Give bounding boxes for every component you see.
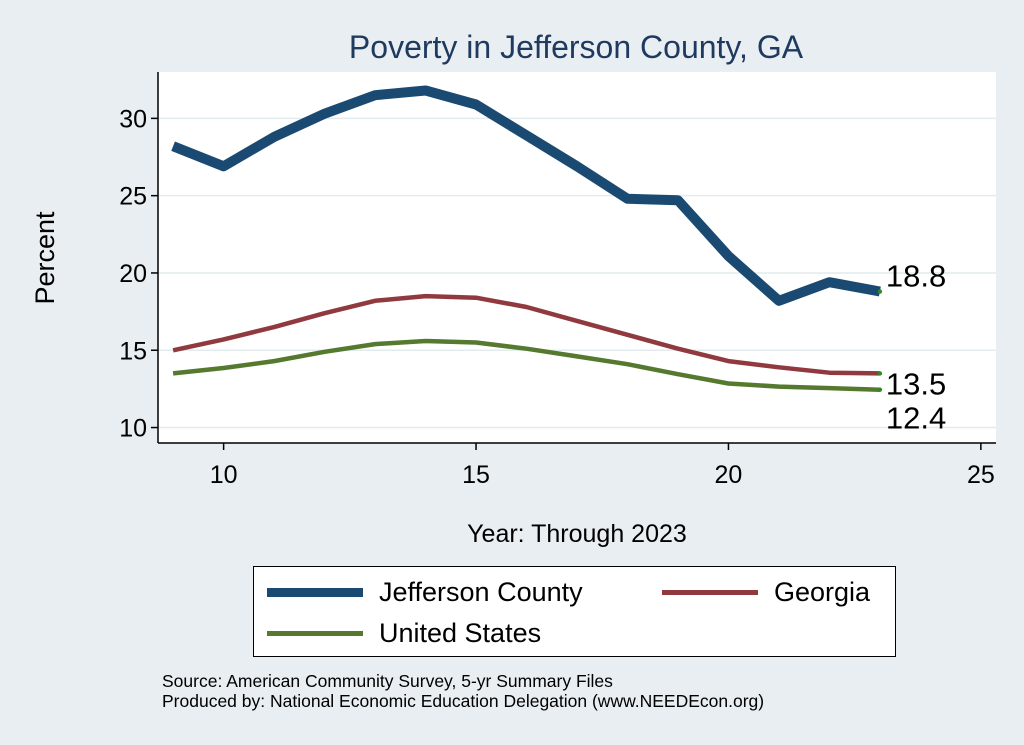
end-labels: 18.8 13.512.4 <box>877 259 946 436</box>
produced-by-text: Produced by: National Economic Education… <box>162 691 765 711</box>
legend-label-georgia: Georgia <box>774 577 871 607</box>
y-tick-label-20: 20 <box>119 260 147 288</box>
legend-swatch-georgia <box>662 590 758 595</box>
end-label-united-states: 12.4 <box>886 401 946 436</box>
y-tick-label-15: 15 <box>119 337 147 365</box>
series-lines <box>171 85 881 392</box>
y-tick-label-25: 25 <box>119 183 147 211</box>
legend-label-jefferson-county: Jefferson County <box>379 577 583 607</box>
series-line-georgia <box>172 293 880 376</box>
end-point-jefferson-county <box>877 289 883 294</box>
end-label-georgia: 13.5 <box>886 366 946 401</box>
x-tick-label-15: 15 <box>462 461 490 489</box>
y-tick-label-10: 10 <box>119 415 147 443</box>
x-tick-label-20: 20 <box>715 461 743 489</box>
axis-ticks: 10 15 20 25 30 10 15 20 25 <box>119 105 995 489</box>
x-tick-label-10: 10 <box>210 461 238 489</box>
grid-lines <box>158 117 996 429</box>
series-line-united-states <box>172 338 880 392</box>
plot-area <box>158 72 996 443</box>
y-axis-label: Percent <box>30 211 60 305</box>
end-point-united-states <box>877 387 883 392</box>
legend-item-united-states: United States <box>267 618 541 649</box>
end-point-georgia <box>877 371 883 376</box>
chart-title: Poverty in Jefferson County, GA <box>349 29 804 65</box>
legend-item-georgia: Georgia <box>662 577 870 608</box>
legend-swatch-jefferson-county <box>267 588 363 597</box>
series-line-jefferson-county <box>171 85 881 306</box>
y-tick-label-30: 30 <box>119 105 147 133</box>
x-tick-label-25: 25 <box>967 461 995 489</box>
legend-swatch-united-states <box>267 631 363 636</box>
legend-label-united-states: United States <box>379 618 542 648</box>
source-notes: Source: American Community Survey, 5-yr … <box>162 671 764 711</box>
legend-item-jefferson-county: Jefferson County <box>267 577 583 608</box>
source-text: Source: American Community Survey, 5-yr … <box>162 671 613 691</box>
end-label-jefferson-county: 18.8 <box>886 259 946 294</box>
legend: Jefferson County Georgia United States <box>253 566 896 657</box>
x-axis-label: Year: Through 2023 <box>467 520 687 548</box>
